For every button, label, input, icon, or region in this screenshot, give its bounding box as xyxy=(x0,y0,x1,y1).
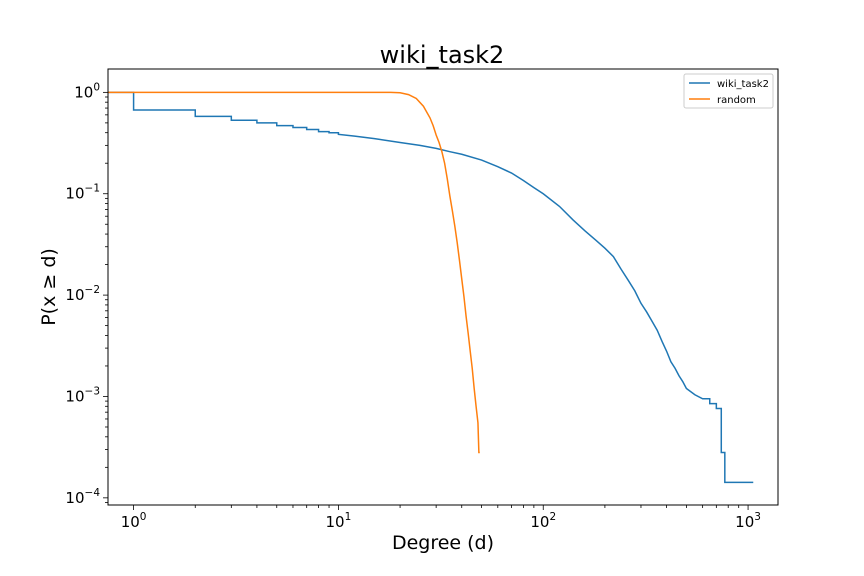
x-tick-label: 102 xyxy=(530,511,556,531)
x-tick-label: 100 xyxy=(121,511,147,531)
legend-label-wiki-task2: wiki_task2 xyxy=(717,79,769,90)
legend-label-random: random xyxy=(717,95,756,106)
x-tick-label: 101 xyxy=(326,511,352,531)
legend: wiki_task2 random xyxy=(683,73,774,109)
y-tick-label: 100 xyxy=(74,81,100,101)
y-axis-label: P(x ≥ d) xyxy=(38,248,60,326)
plot-frame xyxy=(107,68,779,506)
x-tick-label: 103 xyxy=(735,511,761,531)
y-tick-label: 10−4 xyxy=(65,487,100,507)
chart-title: wiki_task2 xyxy=(380,41,505,69)
series-line-wiki-task2 xyxy=(108,91,754,484)
y-tick-label: 10−3 xyxy=(65,385,100,405)
y-tick-label: 10−1 xyxy=(65,183,100,203)
x-axis-label: Degree (d) xyxy=(392,532,494,554)
series-line-random xyxy=(108,91,480,454)
y-tick-label: 10−2 xyxy=(65,284,100,304)
